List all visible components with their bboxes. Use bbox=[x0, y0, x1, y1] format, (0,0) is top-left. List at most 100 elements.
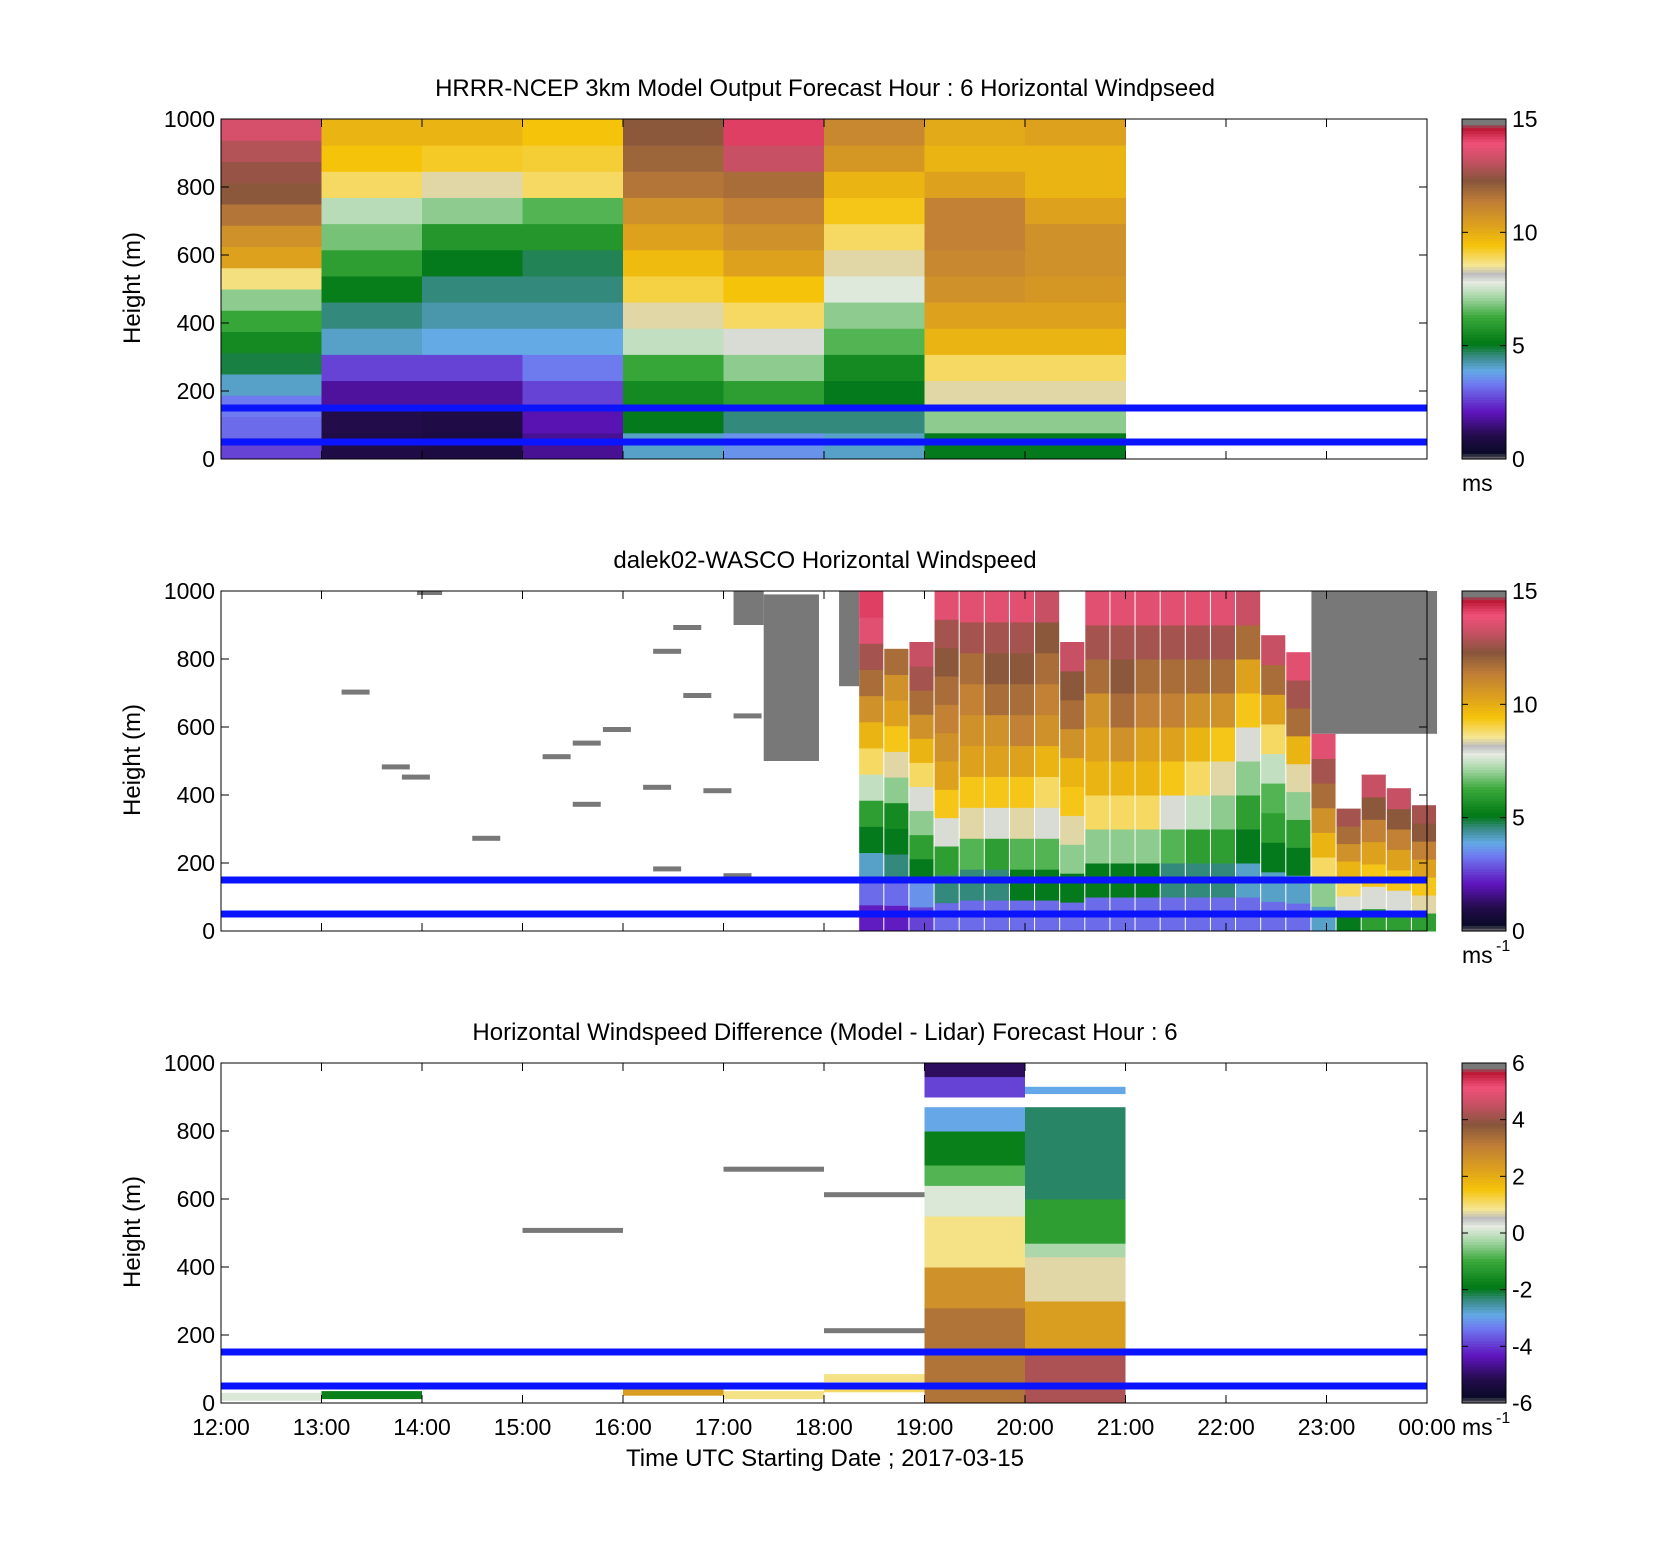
colorbar-step bbox=[1462, 1216, 1506, 1220]
colorbar-step bbox=[1462, 1357, 1506, 1362]
profile-cell bbox=[1035, 683, 1060, 716]
colorbar-step bbox=[1462, 1238, 1506, 1243]
profile-cell bbox=[1261, 664, 1286, 695]
colorbar-step bbox=[1462, 928, 1506, 932]
profile-cell bbox=[1311, 906, 1336, 932]
colorbar-step bbox=[1462, 1204, 1506, 1209]
profile-cell bbox=[884, 905, 909, 932]
gray-block bbox=[733, 591, 764, 625]
colorbar-step bbox=[1462, 206, 1506, 211]
profile-cell bbox=[1060, 642, 1085, 672]
heatmap-cell bbox=[221, 140, 322, 162]
colorbar-step bbox=[1462, 676, 1506, 680]
colorbar-step bbox=[1462, 1159, 1506, 1163]
colorbar-step bbox=[1462, 243, 1506, 248]
profile-cell bbox=[1160, 761, 1185, 796]
panel-title: Horizontal Windspeed Difference (Model -… bbox=[472, 1019, 1177, 1046]
profile-cell bbox=[1236, 625, 1261, 660]
colorbar-step bbox=[1462, 710, 1506, 714]
profile-cell bbox=[1236, 693, 1261, 728]
heatmap-cell bbox=[522, 171, 624, 198]
profile-cell bbox=[1160, 829, 1185, 864]
colorbar-step bbox=[1462, 257, 1506, 262]
colorbar-step bbox=[1462, 803, 1506, 807]
colorbar-step bbox=[1462, 795, 1506, 799]
profile-cell bbox=[1060, 699, 1085, 730]
heatmap-cell bbox=[221, 374, 322, 396]
colorbar-step bbox=[1462, 348, 1506, 352]
profile-cell bbox=[934, 647, 959, 677]
colorbar-step bbox=[1462, 314, 1506, 318]
heatmap-cell bbox=[723, 275, 825, 303]
colorbar-step bbox=[1462, 1326, 1506, 1330]
difference-bar bbox=[824, 1374, 925, 1383]
profile-cell bbox=[1035, 838, 1060, 870]
heatmap-cell bbox=[321, 197, 423, 225]
colorbar-step bbox=[1462, 1182, 1506, 1186]
heatmap-cell bbox=[924, 171, 1026, 198]
colorbar-step bbox=[1462, 746, 1506, 751]
colorbar-step bbox=[1462, 797, 1506, 802]
colorbar-step bbox=[1462, 837, 1506, 841]
colorbar-step bbox=[1462, 1284, 1506, 1288]
profile-cell bbox=[1110, 625, 1135, 660]
heatmap-cell bbox=[723, 119, 825, 146]
heatmap-cell bbox=[824, 119, 925, 146]
colorbar-step bbox=[1462, 1267, 1506, 1271]
profile-cell bbox=[1160, 795, 1185, 830]
heatmap-cell bbox=[321, 380, 423, 408]
profile-cell bbox=[984, 683, 1009, 716]
colorbar-step bbox=[1462, 1343, 1506, 1347]
profile-cell bbox=[1135, 625, 1160, 660]
profile-cell bbox=[909, 714, 934, 739]
profile-cell bbox=[1110, 591, 1135, 626]
heatmap-cell bbox=[1025, 354, 1126, 382]
heatmap-cell bbox=[522, 223, 624, 251]
heatmap-cell bbox=[924, 223, 1026, 251]
colorbar-step bbox=[1462, 1116, 1506, 1121]
colorbar-step bbox=[1462, 164, 1506, 168]
colorbar-step bbox=[1462, 456, 1506, 460]
profile-cell bbox=[1160, 659, 1185, 694]
colorbar-step bbox=[1462, 636, 1506, 640]
sparse-gray-cell bbox=[733, 713, 762, 719]
heatmap-cell bbox=[623, 197, 724, 225]
difference-segment bbox=[924, 1131, 1025, 1166]
profile-cell bbox=[1286, 707, 1311, 737]
colorbar-step bbox=[1462, 1184, 1506, 1189]
colorbar-step bbox=[1462, 1400, 1506, 1404]
colorbar-step bbox=[1462, 800, 1506, 805]
x-tick-label: 15:00 bbox=[494, 1414, 552, 1440]
colorbar-step bbox=[1462, 848, 1506, 853]
profile-cell bbox=[1210, 659, 1236, 694]
colorbar-tick-label: 5 bbox=[1512, 805, 1525, 831]
heatmap-cell bbox=[422, 119, 523, 146]
colorbar-step bbox=[1462, 863, 1506, 867]
colorbar-step bbox=[1462, 732, 1506, 737]
colorbar-step bbox=[1462, 286, 1506, 290]
colorbar-step bbox=[1462, 1275, 1506, 1279]
y-tick-label: 200 bbox=[177, 378, 215, 404]
reference-lines bbox=[221, 404, 1427, 446]
colorbar-step bbox=[1462, 345, 1506, 350]
colorbar-step bbox=[1462, 727, 1506, 731]
colorbar-step bbox=[1462, 413, 1506, 418]
colorbar-step bbox=[1462, 690, 1506, 694]
profile-cell bbox=[1261, 723, 1286, 755]
colorbar-step bbox=[1462, 899, 1506, 904]
colorbar-step bbox=[1462, 695, 1506, 700]
y-tick-label: 200 bbox=[177, 1322, 215, 1348]
heatmap-cell bbox=[924, 354, 1026, 382]
profile-cell bbox=[1185, 693, 1210, 728]
colorbar: 0 5 10 15 ms bbox=[1461, 106, 1538, 496]
heatmap-cell bbox=[924, 119, 1026, 146]
profile-cell bbox=[1236, 761, 1261, 796]
colorbar-step bbox=[1462, 1128, 1506, 1132]
heatmap-cell bbox=[321, 432, 423, 460]
colorbar-step bbox=[1462, 192, 1506, 197]
colorbar-step bbox=[1462, 1360, 1506, 1364]
colorbar-step bbox=[1462, 436, 1506, 440]
colorbar-step bbox=[1462, 738, 1506, 742]
profile-cell bbox=[984, 652, 1009, 685]
heatmap-cell bbox=[1025, 302, 1126, 329]
